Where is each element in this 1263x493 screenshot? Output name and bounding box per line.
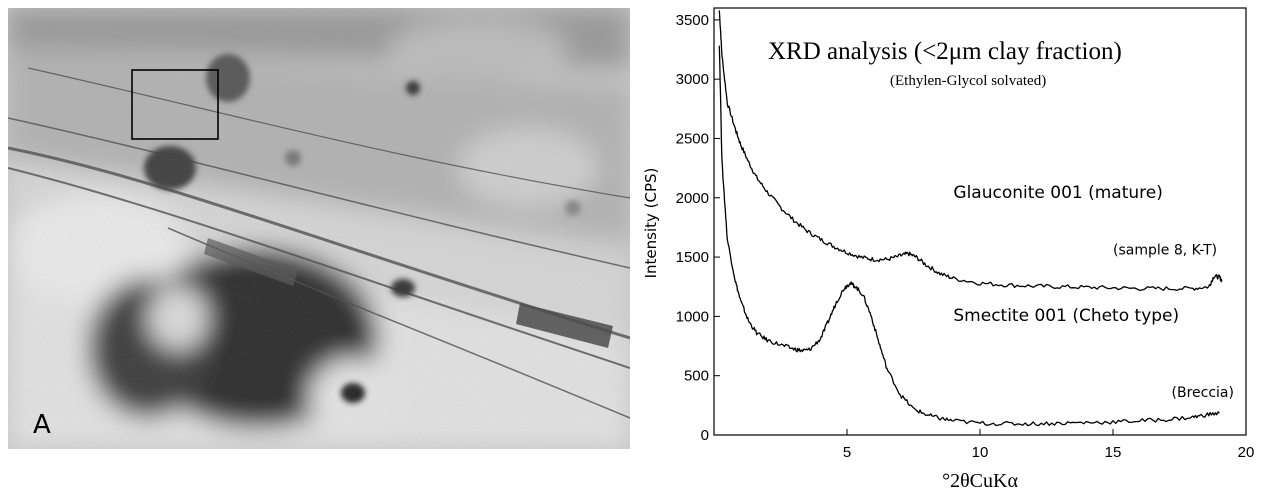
x-tick-label: 5 xyxy=(843,444,851,461)
y-tick-label: 2500 xyxy=(676,130,709,147)
plot-frame xyxy=(713,7,1247,436)
y-tick-label: 2000 xyxy=(676,190,709,207)
x-tick-label: 20 xyxy=(1238,444,1255,461)
x-tick-label: 10 xyxy=(972,444,989,461)
zoom-region-box xyxy=(131,69,219,140)
x-tick-label: 15 xyxy=(1105,444,1122,461)
panel-label: A xyxy=(33,410,51,440)
y-tick-label: 1000 xyxy=(676,308,709,325)
y-axis-label: Intensity (CPS) xyxy=(642,168,660,279)
series-line-1 xyxy=(718,10,1223,292)
chart-subtitle: (Ethylen-Glycol solvated) xyxy=(890,73,1046,89)
y-tick-label: 3500 xyxy=(676,12,709,29)
chart-annotation: Smectite 001 (Cheto type) xyxy=(953,306,1179,326)
y-tick-label: 500 xyxy=(684,368,709,385)
series-line-2 xyxy=(718,45,1220,427)
xrd-chart: Intensity (CPS) 0 500 1000 1500 2000 2500 3000… xyxy=(642,7,1255,492)
chart-annotation: (sample 8, K-T) xyxy=(1113,243,1217,259)
chart-title: XRD analysis (<2μm clay fraction) xyxy=(768,38,1122,65)
y-tick-label: 0 xyxy=(701,427,709,444)
thin-section-micrograph: A xyxy=(8,8,630,449)
chart-annotation: (Breccia) xyxy=(1172,385,1234,401)
chart-annotation: Glauconite 001 (mature) xyxy=(953,183,1162,203)
x-axis-label: °2θCuKα xyxy=(942,470,1018,492)
y-tick-label: 3000 xyxy=(676,71,709,88)
y-tick-label: 1500 xyxy=(676,249,709,266)
